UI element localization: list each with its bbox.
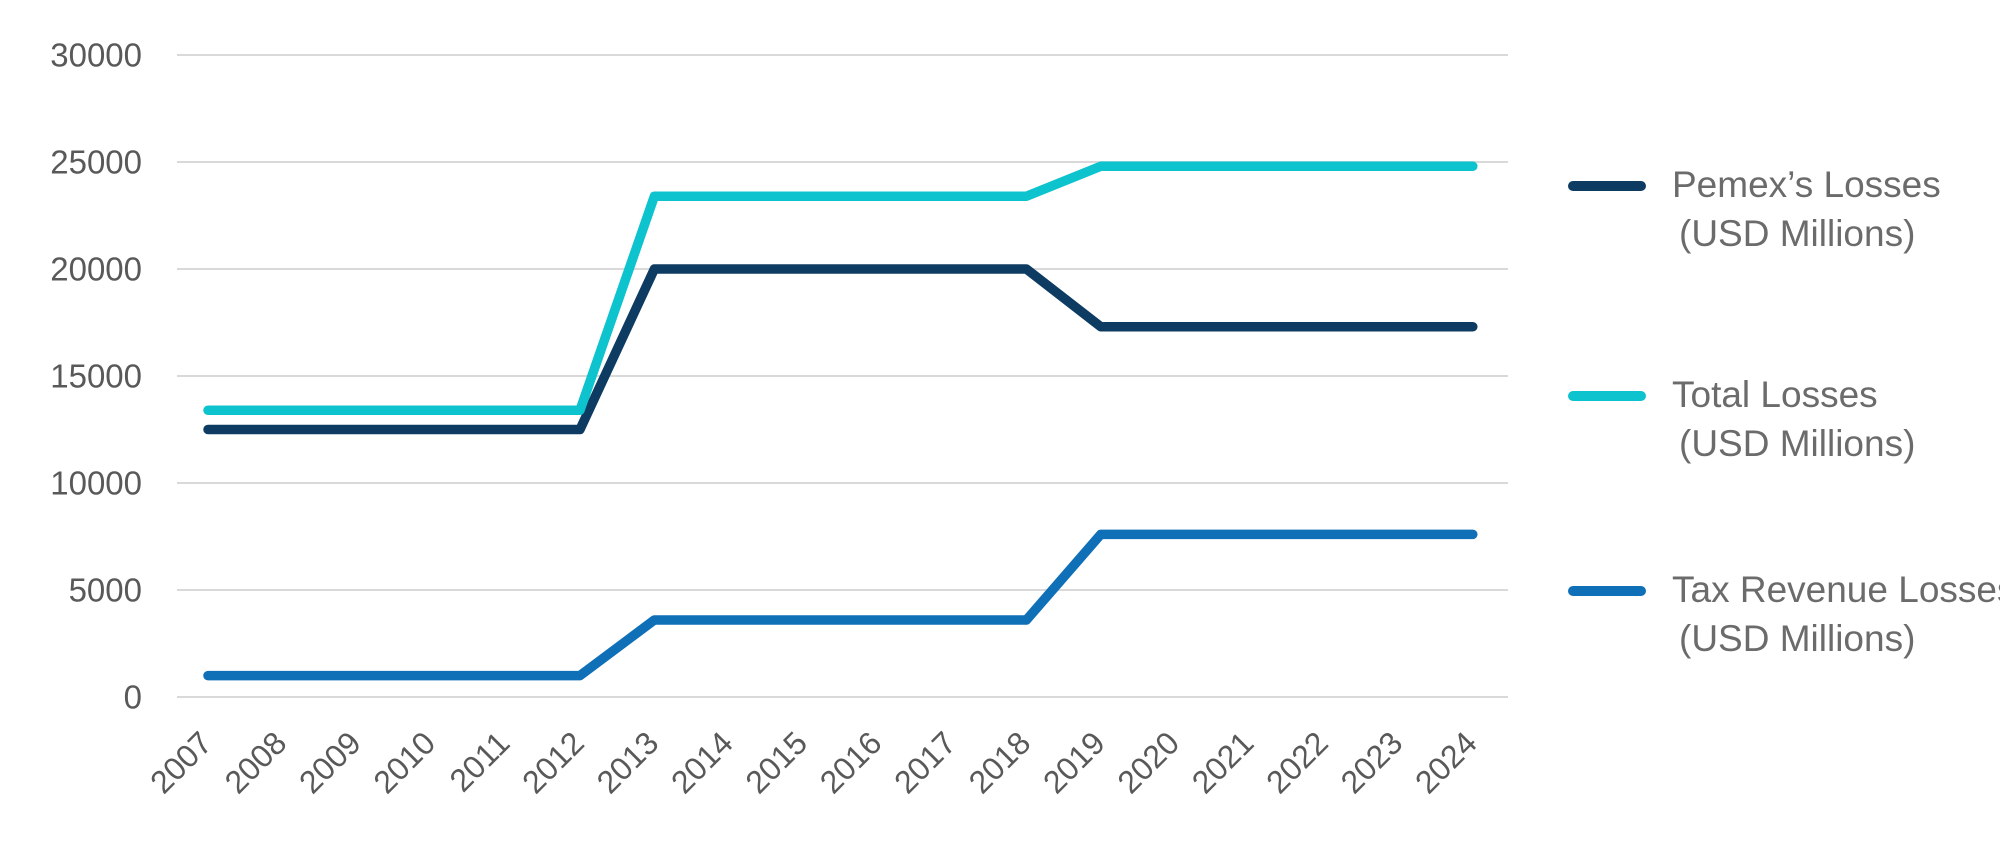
y-axis-label-0: 0 <box>124 679 142 716</box>
legend-swatch-total-losses <box>1568 391 1646 401</box>
x-axis-label-2015: 2015 <box>738 724 814 800</box>
legend-item-tax-revenue-losses: Tax Revenue Losses (USD Millions) <box>1568 565 2000 663</box>
legend-item-total-losses: Total Losses (USD Millions) <box>1568 370 1915 468</box>
y-axis-label-20000: 20000 <box>50 251 142 288</box>
x-axis-label-2017: 2017 <box>887 724 963 800</box>
x-axis-label-2016: 2016 <box>813 724 889 800</box>
legend-swatch-pemex-losses <box>1568 181 1646 191</box>
legend-label-total-losses-units: (USD Millions) <box>1679 423 1916 464</box>
series-line-total-losses <box>203 161 1478 415</box>
legend-swatch-tax-revenue-losses <box>1568 586 1646 596</box>
x-axis-label-2008: 2008 <box>218 724 294 800</box>
x-axis-label-2011: 2011 <box>442 724 516 798</box>
legend-label-pemex-losses-units: (USD Millions) <box>1679 213 1916 254</box>
y-axis-label-25000: 25000 <box>50 144 142 181</box>
x-axis-label-2024: 2024 <box>1408 724 1484 800</box>
x-axis-label-2020: 2020 <box>1110 724 1186 800</box>
x-axis-label-2010: 2010 <box>366 724 442 800</box>
legend-label-pemex-losses: Pemex’s Losses <box>1672 164 1941 205</box>
x-axis-label-2023: 2023 <box>1334 724 1410 800</box>
y-axis-label-5000: 5000 <box>69 572 142 609</box>
y-axis-label-10000: 10000 <box>50 465 142 502</box>
legend-item-pemex-losses: Pemex’s Losses (USD Millions) <box>1568 160 1941 258</box>
y-axis-label-15000: 15000 <box>50 358 142 395</box>
series-line-pemex-losses <box>203 264 1478 435</box>
legend-label-total-losses: Total Losses <box>1672 374 1878 415</box>
legend-label-tax-revenue-losses-units: (USD Millions) <box>1679 618 1916 659</box>
x-axis-label-2018: 2018 <box>962 724 1038 800</box>
x-axis-label-2014: 2014 <box>664 724 740 800</box>
x-axis-label-2022: 2022 <box>1259 724 1335 800</box>
y-axis-label-30000: 30000 <box>50 37 142 74</box>
legend-label-tax-revenue-losses: Tax Revenue Losses <box>1672 569 2000 610</box>
x-axis-label-2019: 2019 <box>1036 724 1112 800</box>
chart-legend: Pemex’s Losses (USD Millions) Total Loss… <box>1568 0 2000 849</box>
series-line-tax-revenue-losses <box>203 529 1478 681</box>
x-axis-label-2007: 2007 <box>143 724 219 800</box>
x-axis-label-2009: 2009 <box>292 724 368 800</box>
x-axis-label-2012: 2012 <box>515 724 591 800</box>
x-axis-label-2013: 2013 <box>590 724 666 800</box>
x-axis-label-2021: 2021 <box>1185 724 1261 800</box>
